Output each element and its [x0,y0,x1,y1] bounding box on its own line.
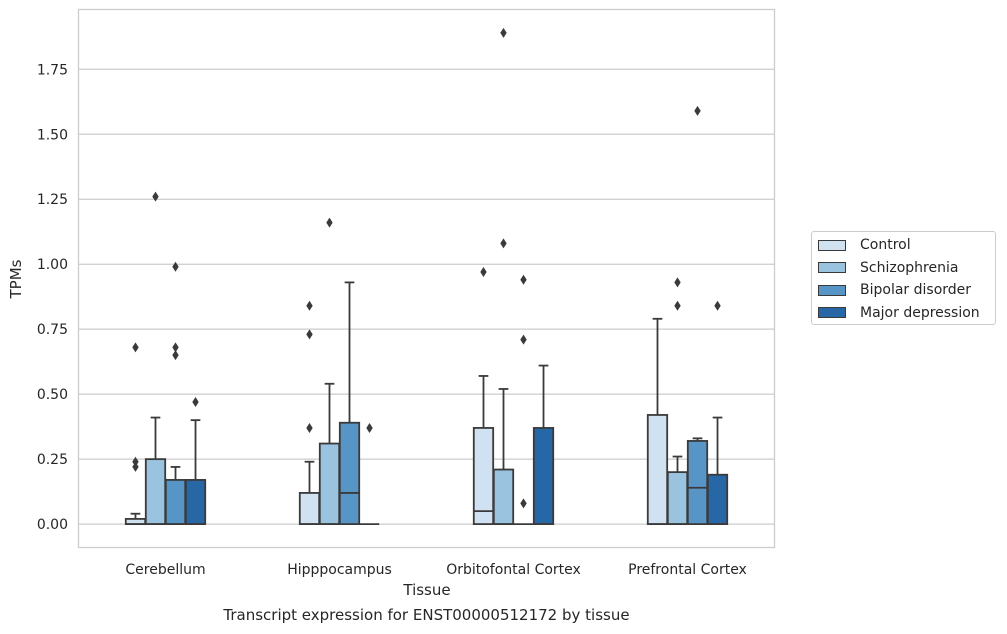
y-tick-label: 1.75 [37,62,68,78]
outlier-point [152,191,159,202]
chart-caption: Transcript expression for ENST0000051217… [223,606,630,624]
box-major-depression [532,364,555,526]
outlier-point [132,461,139,472]
outlier-point [694,105,701,116]
box-major-depression [706,300,729,526]
y-tick-label: 0.00 [37,517,68,533]
box-iqr [666,471,689,526]
outlier-point [500,238,507,249]
outlier-point [172,261,179,272]
outlier-point [714,300,721,311]
legend-swatch [818,307,846,318]
box-control [124,342,147,526]
outlier-point [500,27,507,38]
outlier-point [132,342,139,353]
box-bipolar-disorder [338,281,361,526]
x-tick-labels: Cerebellum Hipppocampus Orbitofontal Corte… [125,562,746,578]
box-iqr [492,468,515,526]
outlier-point [172,342,179,353]
legend-swatch [818,239,846,251]
box-iqr [706,473,729,526]
legend-label: Bipolar disorder [860,282,972,298]
box-bipolar-disorder [513,274,534,526]
legend-swatch [818,284,846,296]
box-iqr [338,421,361,526]
x-tick-label: Cerebellum [125,562,205,578]
y-axis-label: TPMs [7,259,25,299]
y-tick-label: 0.75 [37,322,68,338]
box-groups [124,27,729,526]
outlier-point [132,456,139,467]
box-iqr [532,427,555,526]
outlier-point [520,274,527,285]
outlier-point [192,396,199,407]
x-tick-label: Hipppocampus [287,562,392,578]
x-axis-label: Tissue [402,581,450,599]
y-tick-label: 1.50 [37,127,68,143]
legend-item: Schizophrenia [818,258,958,278]
y-tick-labels: 0.00 0.25 0.50 0.75 1.00 1.25 1.50 1.75 [37,62,68,533]
outlier-point [520,334,527,345]
box-iqr [472,427,495,526]
box-iqr [318,442,341,526]
box-control [472,267,495,526]
box-iqr [298,492,321,526]
box-major-depression [184,396,207,526]
box-major-depression [359,422,380,526]
box-iqr [184,479,207,526]
legend-item: Bipolar disorder [818,280,971,300]
plot-area-frame [77,8,776,549]
y-tick-label: 1.25 [37,192,68,208]
legend-label: Major depression [860,304,980,321]
outlier-point [674,300,681,311]
outlier-point [306,300,313,311]
legend-swatch [818,262,846,273]
box-schizophrenia [318,217,341,526]
legend: Control Schizophrenia Bipolar disorder Majo… [811,231,996,325]
x-tick-label: Prefrontal Cortex [628,562,747,578]
outlier-point [306,422,313,433]
box-control [298,300,321,526]
y-tick-label: 0.50 [37,387,68,403]
outlier-point [366,422,373,433]
outlier-point [306,329,313,340]
box-schizophrenia [144,191,167,526]
box-iqr [686,440,709,526]
box-schizophrenia [666,277,689,526]
outlier-point [326,217,333,228]
box-bipolar-disorder [686,105,709,526]
legend-label: Schizophrenia [860,259,959,276]
box-control [646,317,669,526]
box-iqr [144,458,167,526]
box-schizophrenia [492,27,515,526]
box-bipolar-disorder [164,261,187,526]
legend-item: Major depression [818,303,980,323]
box-iqr [164,479,187,526]
y-tick-label: 1.00 [37,257,68,273]
x-tick-label: Orbitofontal Cortex [446,562,581,578]
box-iqr [646,414,669,526]
outlier-point [480,267,487,278]
grid-lines [78,68,775,525]
legend-label: Control [860,237,911,253]
y-tick-label: 0.25 [37,452,68,468]
outlier-point [520,498,527,509]
outlier-point [674,277,681,288]
outlier-point [172,350,179,361]
legend-item: Control [818,235,911,255]
